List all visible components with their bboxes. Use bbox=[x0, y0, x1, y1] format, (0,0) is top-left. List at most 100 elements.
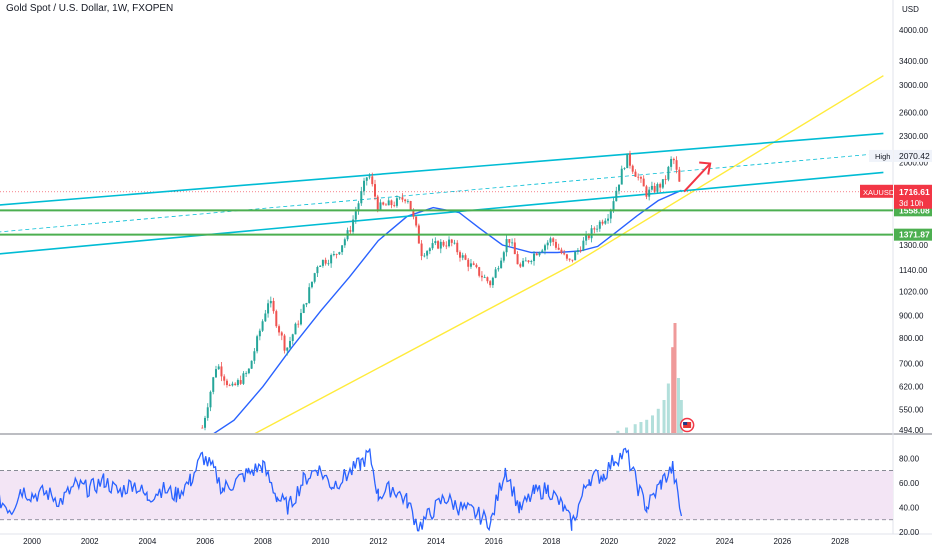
price-candle bbox=[557, 247, 560, 250]
price-candle bbox=[590, 228, 593, 239]
channel-mid-line bbox=[0, 152, 884, 233]
rsi-band bbox=[0, 470, 893, 520]
price-tick-label: 700.00 bbox=[899, 359, 924, 368]
bar-countdown: 3d 10h bbox=[899, 199, 923, 208]
time-tick-label: 2004 bbox=[139, 537, 157, 546]
time-tick-label: 2012 bbox=[369, 537, 387, 546]
price-candle bbox=[530, 261, 533, 262]
price-candle bbox=[513, 242, 516, 255]
horizontal-level-value: 1558.08 bbox=[899, 205, 930, 215]
price-candle bbox=[280, 332, 283, 336]
price-candle bbox=[609, 209, 612, 219]
price-candle bbox=[618, 184, 621, 191]
time-tick-label: 2028 bbox=[831, 537, 849, 546]
price-candle bbox=[494, 269, 497, 278]
price-candle bbox=[437, 241, 440, 249]
time-tick-label: 2026 bbox=[773, 537, 791, 546]
price-candle bbox=[453, 242, 456, 244]
moving-average-line bbox=[213, 189, 682, 433]
price-candle bbox=[308, 287, 311, 304]
price-candle bbox=[480, 275, 483, 278]
price-candle bbox=[217, 366, 220, 370]
price-candle bbox=[464, 255, 467, 260]
price-candle bbox=[368, 176, 371, 178]
price-candle bbox=[508, 239, 511, 243]
volume-bar bbox=[625, 427, 629, 433]
price-candle bbox=[607, 218, 610, 221]
price-candle bbox=[549, 238, 552, 243]
price-candle bbox=[486, 277, 489, 282]
price-candle bbox=[225, 380, 228, 386]
volume-bar bbox=[633, 424, 637, 433]
time-tick-label: 2022 bbox=[658, 537, 676, 546]
price-candle bbox=[431, 243, 434, 249]
time-tick-label: 2018 bbox=[543, 537, 561, 546]
price-tick-label: 1140.00 bbox=[899, 266, 928, 275]
price-candle bbox=[653, 185, 656, 192]
price-candle bbox=[341, 245, 344, 253]
price-candle bbox=[664, 179, 667, 180]
price-candle bbox=[269, 300, 272, 304]
price-candle bbox=[439, 241, 442, 249]
price-candle bbox=[316, 266, 319, 274]
price-tick-label: 550.00 bbox=[899, 405, 924, 414]
price-candle bbox=[338, 252, 341, 255]
price-candle bbox=[321, 259, 324, 266]
price-candle bbox=[349, 230, 352, 232]
price-candle bbox=[319, 265, 322, 267]
price-candle bbox=[291, 334, 294, 341]
horizontal-level-value: 1371.87 bbox=[899, 230, 930, 240]
price-candle bbox=[297, 323, 300, 325]
price-candle bbox=[289, 340, 292, 348]
price-candle bbox=[637, 176, 640, 178]
price-candle bbox=[220, 366, 223, 377]
price-candle bbox=[497, 268, 500, 270]
price-candle bbox=[426, 251, 429, 256]
volume-bar bbox=[666, 383, 670, 433]
price-candle bbox=[524, 260, 527, 262]
price-candle bbox=[527, 260, 530, 262]
price-tick-label: 1300.00 bbox=[899, 241, 928, 250]
price-candle bbox=[587, 234, 590, 239]
price-candle bbox=[201, 427, 204, 429]
price-candle bbox=[469, 263, 472, 267]
price-candle bbox=[675, 160, 678, 170]
price-candle bbox=[393, 205, 396, 206]
price-candle bbox=[642, 178, 645, 187]
price-candle bbox=[264, 313, 267, 322]
price-candle bbox=[582, 240, 585, 251]
price-candle bbox=[639, 177, 642, 179]
price-candle bbox=[382, 202, 385, 205]
price-candle bbox=[272, 300, 275, 312]
price-candle bbox=[258, 330, 261, 337]
time-tick-label: 2002 bbox=[81, 537, 99, 546]
rsi-tick-label: 80.00 bbox=[899, 454, 920, 463]
price-candle bbox=[445, 245, 448, 247]
time-tick-label: 2016 bbox=[485, 537, 503, 546]
price-candle bbox=[204, 417, 207, 428]
price-candle bbox=[475, 264, 478, 268]
price-candle bbox=[313, 273, 316, 282]
price-tick-label: 2600.00 bbox=[899, 108, 928, 117]
price-candle bbox=[483, 277, 486, 279]
high-label-box bbox=[869, 149, 893, 162]
price-tick-label: 3000.00 bbox=[899, 81, 928, 90]
price-candle bbox=[456, 242, 459, 253]
price-candle bbox=[467, 259, 470, 267]
price-candle bbox=[324, 259, 327, 264]
price-candle bbox=[601, 221, 604, 224]
price-candle bbox=[398, 197, 401, 199]
price-candle bbox=[593, 228, 596, 230]
price-candle bbox=[206, 407, 209, 418]
price-candle bbox=[256, 336, 259, 352]
price-candle bbox=[502, 252, 505, 261]
price-candle bbox=[500, 260, 503, 269]
channel-lower-line bbox=[0, 171, 884, 255]
price-tick-label: 494.00 bbox=[899, 426, 924, 435]
price-candle bbox=[275, 311, 278, 327]
price-candle bbox=[357, 203, 360, 212]
price-candle bbox=[576, 250, 579, 252]
volume-bar bbox=[656, 408, 660, 433]
price-candle bbox=[223, 376, 226, 381]
